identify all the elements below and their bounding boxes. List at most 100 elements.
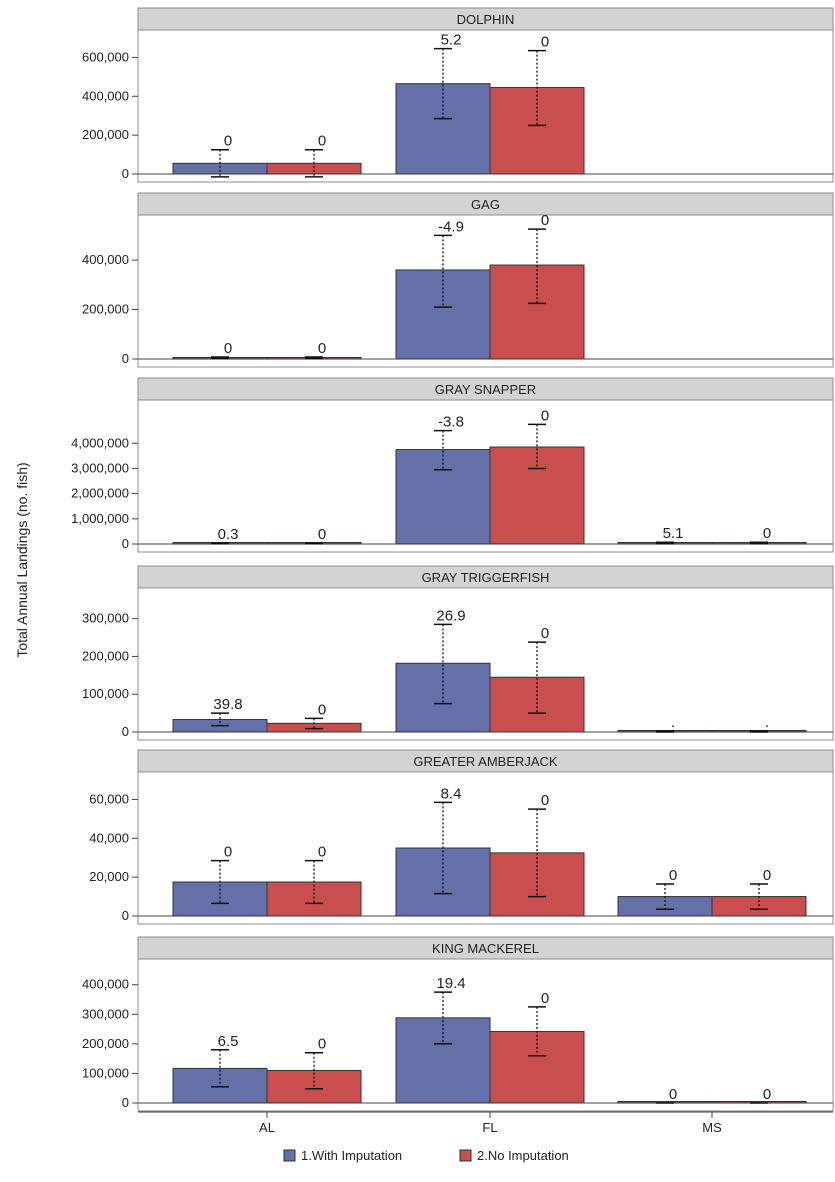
bar-data-label: 0 <box>541 34 549 51</box>
y-tick-label: 0 <box>122 724 129 739</box>
y-axis-title: Total Annual Landings (no. fish) <box>14 462 30 657</box>
bar-data-label: 0 <box>318 526 326 543</box>
bar-data-label: 39.8 <box>213 696 242 713</box>
bar-fl-s2 <box>489 852 585 917</box>
panel-frame <box>137 214 834 368</box>
legend-label-no-imputation: 2.No Imputation <box>477 1148 569 1163</box>
panel-title: GRAY SNAPPER <box>435 382 536 397</box>
y-tick-label: 4,000,000 <box>71 435 129 450</box>
bar-ms-s1 <box>617 896 713 917</box>
bar-data-label: 0 <box>541 407 549 424</box>
bar-fl-s1 <box>395 269 491 360</box>
bar-data-label: 0 <box>318 1036 326 1053</box>
bar-data-label: 0 <box>669 867 677 884</box>
panel-title: GREATER AMBERJACK <box>413 754 558 769</box>
y-tick-label: 100,000 <box>82 686 129 701</box>
panel-gag: GAG 0 200,000 400,000 0 0 -4.9 0 <box>82 192 834 368</box>
bar-data-label: 0 <box>224 133 232 150</box>
bar-data-label: 0 <box>541 212 549 229</box>
legend-swatch-with-imputation <box>283 1149 296 1162</box>
bar-data-label: 19.4 <box>436 975 465 992</box>
y-tick-label: 300,000 <box>82 611 129 626</box>
y-tick-label: 100,000 <box>82 1065 129 1080</box>
bar-data-label: -3.8 <box>438 414 464 431</box>
y-tick-label: 40,000 <box>89 830 129 845</box>
y-tick-label: 2,000,000 <box>71 486 129 501</box>
y-tick-label: 0 <box>122 351 129 366</box>
legend-swatch-no-imputation <box>459 1149 472 1162</box>
y-tick-label: 200,000 <box>82 127 129 142</box>
bar-data-label: 0 <box>224 844 232 861</box>
bar-data-label: . <box>671 714 675 731</box>
bar-al-s1 <box>172 162 268 175</box>
bar-data-label: 0 <box>763 525 771 542</box>
bar-data-label: 0 <box>318 844 326 861</box>
y-tick-label: 300,000 <box>82 1006 129 1021</box>
panel-dolphin: DOLPHIN 0 200,000 400,000 600,000 0 0 5.2 0 <box>82 7 834 183</box>
bar-data-label: 8.4 <box>441 785 462 802</box>
panel-title: GAG <box>471 197 500 212</box>
bar-data-label: 5.1 <box>663 525 684 542</box>
y-tick-label: 200,000 <box>82 648 129 663</box>
bar-al-s1 <box>172 1067 268 1104</box>
panel-gray-snapper: GRAY SNAPPER 0 1,000,000 2,000,000 3,000,000… <box>71 377 834 553</box>
y-tick-label: 200,000 <box>82 1036 129 1051</box>
x-tick-label: FL <box>482 1120 497 1135</box>
panel-gray-triggerfish: GRAY TRIGGERFISH 0 100,000 200,000 300,000 39… <box>82 565 834 741</box>
y-tick-label: 0 <box>122 166 129 181</box>
legend-label-with-imputation: 1.With Imputation <box>301 1148 402 1163</box>
panel-frame <box>137 399 834 553</box>
bar-fl-s2 <box>489 87 585 175</box>
panel-title: GRAY TRIGGERFISH <box>422 570 550 585</box>
bar-data-label: 0 <box>541 792 549 809</box>
y-tick-label: 20,000 <box>89 869 129 884</box>
panel-king-mackerel: KING MACKEREL 0 100,000 200,000 300,000 400,0… <box>82 936 834 1112</box>
bar-data-label: -4.9 <box>438 218 464 235</box>
bar-data-label: 0.3 <box>218 526 239 543</box>
bar-data-label: 0 <box>669 1086 677 1103</box>
panel-frame <box>137 29 834 183</box>
bar-data-label: 0 <box>763 1086 771 1103</box>
y-tick-label: 0 <box>122 908 129 923</box>
x-tick-label: MS <box>702 1120 722 1135</box>
y-tick-label: 400,000 <box>82 88 129 103</box>
y-tick-label: 0 <box>122 1095 129 1110</box>
bar-data-label: 0 <box>541 990 549 1007</box>
bar-fl-s1 <box>395 1017 491 1104</box>
bar-fl-s1 <box>395 449 491 545</box>
y-tick-label: 600,000 <box>82 49 129 64</box>
bar-fl-s2 <box>489 676 585 733</box>
panel-title: KING MACKEREL <box>432 941 539 956</box>
bar-al-s2 <box>266 162 362 175</box>
y-tick-label: 3,000,000 <box>71 460 129 475</box>
bar-data-label: 0 <box>541 625 549 642</box>
bar-data-label: 0 <box>224 340 232 357</box>
panel-frame <box>137 771 834 925</box>
bar-data-label: 0 <box>318 340 326 357</box>
y-tick-label: 400,000 <box>82 977 129 992</box>
y-tick-label: 0 <box>122 536 129 551</box>
bar-data-label: . <box>765 714 769 731</box>
bar-data-label: 0 <box>318 133 326 150</box>
bar-fl-s1 <box>395 662 491 733</box>
y-tick-label: 400,000 <box>82 252 129 267</box>
y-tick-label: 200,000 <box>82 302 129 317</box>
bar-al-s1 <box>172 881 268 917</box>
bar-data-label: 5.2 <box>441 32 462 49</box>
bar-data-label: 26.9 <box>436 607 465 624</box>
bar-data-label: 6.5 <box>218 1033 239 1050</box>
panel-greater-amberjack: GREATER AMBERJACK 0 20,000 40,000 60,000 0 0 8.… <box>89 749 834 925</box>
x-tick-label: AL <box>259 1120 275 1135</box>
panel-title: DOLPHIN <box>457 12 515 27</box>
y-tick-label: 1,000,000 <box>71 511 129 526</box>
legend: 1.With Imputation 2.No Imputation <box>283 1148 569 1163</box>
y-tick-label: 60,000 <box>89 791 129 806</box>
bar-fl-s1 <box>395 847 491 917</box>
bar-fl-s2 <box>489 264 585 360</box>
bar-ms-s2 <box>711 896 807 917</box>
bar-data-label: 0 <box>318 701 326 718</box>
panel-frame <box>137 958 834 1112</box>
bar-al-s2 <box>266 881 362 917</box>
bar-fl-s2 <box>489 1030 585 1104</box>
